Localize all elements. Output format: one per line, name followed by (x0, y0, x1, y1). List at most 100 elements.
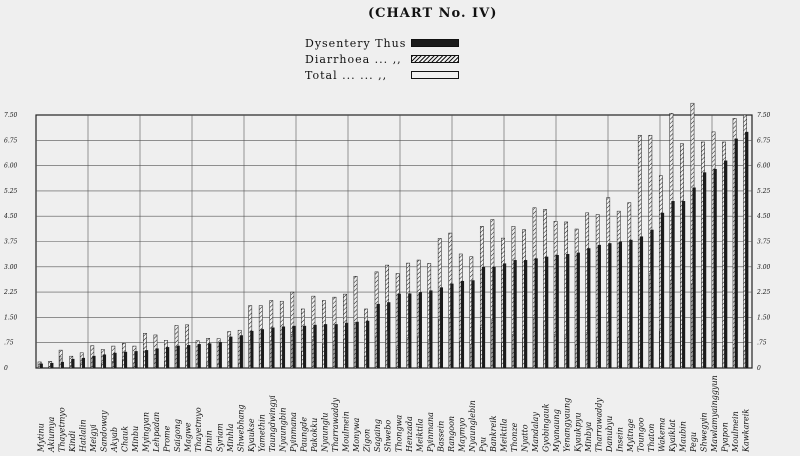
bar-diarrhoea (59, 355, 62, 369)
category-label: Meiktila (500, 418, 509, 453)
bar-dysentery (513, 260, 517, 368)
bar-dysentery (608, 243, 612, 368)
bar-diarrhoea (733, 347, 736, 369)
bar-dysentery (102, 354, 107, 368)
legend-row-diarrhoea: Diarrhoea ... ,, (305, 53, 402, 66)
category-label: Mawlamyainggyun (710, 375, 719, 453)
bar-dysentery (281, 326, 286, 368)
bar-dysentery (144, 350, 149, 368)
bar-diarrhoea (722, 349, 725, 369)
bar-diarrhoea (691, 283, 693, 369)
bar-diarrhoea (648, 273, 651, 369)
category-label: Myanaung (552, 409, 561, 453)
category-label: Paungde (300, 417, 309, 453)
bar-diarrhoea (322, 344, 325, 369)
bar-diarrhoea (617, 337, 620, 369)
category-label: Dinin (205, 430, 214, 453)
bar-dysentery (113, 352, 117, 368)
category-label: Bankreik (489, 415, 498, 453)
legend-swatch-diarrhoea (411, 55, 459, 63)
y-tick-label-right: 5.25 (757, 188, 771, 195)
bar-diarrhoea (596, 337, 599, 369)
bar-diarrhoea (543, 320, 546, 369)
y-tick-label-right: 1.50 (757, 314, 771, 321)
category-label: Monywa (352, 417, 361, 453)
category-label: Pegu (689, 432, 698, 453)
bar-diarrhoea (575, 344, 578, 369)
category-label: Prome (163, 425, 172, 453)
bar-dysentery (81, 357, 86, 368)
bar-diarrhoea (154, 354, 156, 369)
bar-diarrhoea (206, 362, 209, 369)
bar-dysentery (134, 351, 138, 368)
bar-diarrhoea (333, 340, 335, 369)
bar-diarrhoea (491, 320, 493, 369)
category-label: Magwe (184, 422, 193, 453)
bar-diarrhoea (111, 361, 114, 369)
bar-diarrhoea (38, 366, 41, 369)
bar-diarrhoea (196, 364, 199, 369)
bar-dysentery (408, 293, 412, 368)
bar-diarrhoea (269, 340, 272, 369)
legend-swatch-dysentery (411, 39, 459, 47)
legend-swatch-total (411, 71, 459, 79)
bar-dysentery (555, 254, 559, 368)
bar-dysentery (639, 236, 644, 368)
bar-diarrhoea (427, 340, 430, 369)
bar-diarrhoea (564, 335, 567, 369)
bar-dysentery (692, 187, 696, 368)
bar-dysentery (271, 327, 275, 368)
bar-diarrhoea (701, 337, 704, 369)
bar-diarrhoea (343, 339, 346, 369)
bar-diarrhoea (406, 337, 409, 369)
bar-dysentery (492, 266, 496, 368)
bar-diarrhoea (185, 347, 188, 369)
category-label: Maubin (679, 421, 688, 453)
bar-diarrhoea (248, 342, 251, 369)
bar-dysentery (323, 324, 328, 368)
category-label: Thayetmyo (57, 407, 66, 452)
category-label: Maymyo (457, 417, 466, 453)
y-tick-label-left: 1.50 (4, 314, 18, 321)
bar-dysentery (165, 347, 170, 368)
category-label: Nyaungbin (278, 407, 287, 453)
bar-dysentery (344, 322, 349, 368)
legend-label-total: Total ... (305, 69, 356, 82)
category-label: Syriam (215, 423, 224, 452)
bar-dysentery (481, 266, 486, 368)
category-label: Henzada (405, 416, 414, 453)
y-tick-label-right: 3.75 (757, 239, 771, 246)
bar-dysentery (702, 172, 707, 368)
y-tick-label-left: 6.00 (4, 163, 18, 170)
ticks-layer: 7.50 6.75 6.00 5.25 4.50 3.75 3.00 2.25 1.50 .75 0… (3, 112, 771, 372)
y-tick-label-left: 6.75 (4, 137, 18, 144)
bar-diarrhoea (227, 362, 230, 369)
bar-dysentery (39, 363, 43, 368)
category-label: Pyinmana (289, 412, 298, 453)
bar-dysentery (460, 280, 465, 368)
bar-diarrhoea (522, 337, 525, 369)
bar-diarrhoea (354, 322, 357, 369)
category-label: Taungdwingyi (268, 395, 277, 452)
bar-dysentery (366, 320, 370, 368)
bar-dysentery (208, 343, 212, 368)
category-label: Mandalay (531, 412, 540, 453)
category-label: Saigong (173, 419, 182, 452)
category-label: Chauk (121, 426, 130, 452)
bar-diarrhoea (554, 334, 557, 369)
bar-dysentery (250, 330, 254, 368)
bar-diarrhoea (48, 366, 51, 369)
bar-diarrhoea (280, 342, 283, 369)
bar-diarrhoea (606, 322, 609, 369)
bar-dysentery (587, 248, 591, 368)
category-label: Thayetmyo (194, 407, 203, 452)
bar-dysentery (376, 303, 380, 368)
bar-diarrhoea (364, 355, 367, 369)
category-label: Tharrawaddy (331, 397, 340, 452)
bar-diarrhoea (133, 362, 135, 369)
category-label: Nyaunglu (321, 413, 330, 453)
category-label: Yenangyaung (563, 398, 572, 452)
bar-dysentery (618, 241, 623, 368)
